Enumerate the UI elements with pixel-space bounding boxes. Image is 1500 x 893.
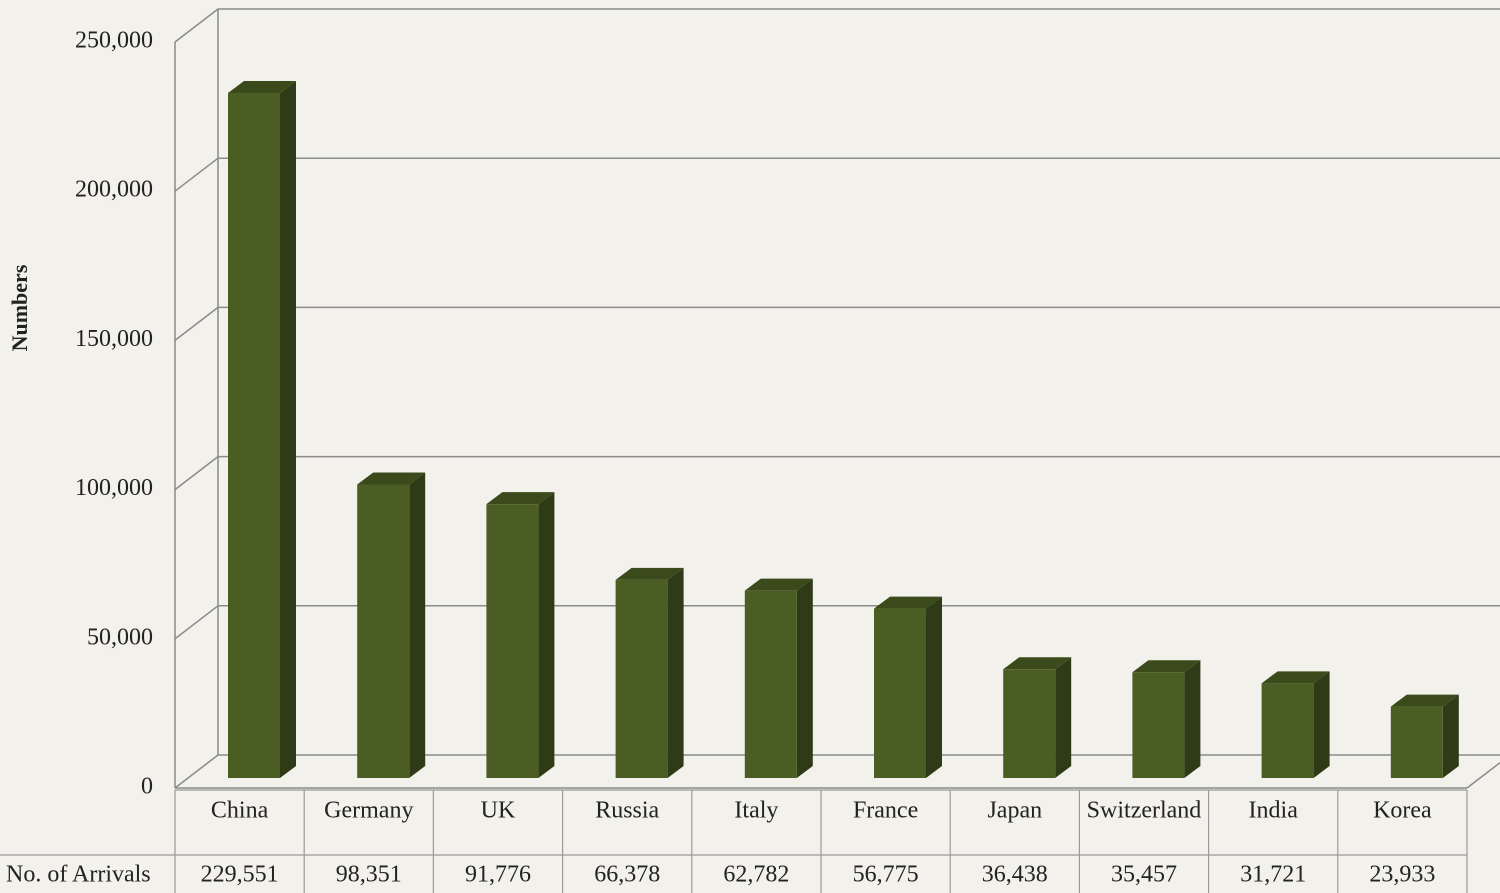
y-axis-label: Numbers xyxy=(7,264,32,351)
bar-side xyxy=(538,492,554,778)
x-tick-label: Japan xyxy=(987,798,1042,824)
bar-side xyxy=(1184,660,1200,778)
bar xyxy=(1262,683,1314,778)
y-tick-label: 0 xyxy=(141,774,153,800)
y-tick-label: 100,000 xyxy=(75,475,153,501)
bar-side xyxy=(926,597,942,778)
bar-side xyxy=(1443,695,1459,778)
bar-side xyxy=(1314,671,1330,778)
y-tick-label: 150,000 xyxy=(75,326,153,352)
bar-side xyxy=(1055,657,1071,778)
bar-side xyxy=(409,473,425,778)
data-label: 23,933 xyxy=(1369,862,1435,888)
x-tick-label: UK xyxy=(481,798,516,824)
data-label: 66,378 xyxy=(594,862,660,888)
bar xyxy=(357,485,409,778)
chart: Numbers 0 50,000 100,000 150,000 200,000 250,… xyxy=(0,0,1500,893)
bar xyxy=(1391,707,1443,778)
data-label: 91,776 xyxy=(465,862,531,888)
y-tick-label: 50,000 xyxy=(87,624,153,650)
x-tick-label: Switzerland xyxy=(1087,798,1202,824)
x-tick-label: Korea xyxy=(1373,798,1432,824)
bar-side xyxy=(668,568,684,778)
bar-side xyxy=(280,81,296,778)
bar-side xyxy=(797,579,813,778)
y-tick-label: 200,000 xyxy=(75,177,153,203)
data-label: 36,438 xyxy=(982,862,1048,888)
x-tick-label: India xyxy=(1249,798,1299,824)
bar xyxy=(1003,669,1055,778)
bar xyxy=(486,504,538,778)
x-tick-label: China xyxy=(211,798,269,824)
x-tick-label: Germany xyxy=(324,798,413,824)
y-tick-label: 250,000 xyxy=(75,28,153,54)
x-tick-label: France xyxy=(853,798,918,824)
x-tick-label: Italy xyxy=(734,798,778,824)
data-label: 62,782 xyxy=(723,862,789,888)
bar xyxy=(745,591,797,778)
bar xyxy=(1132,672,1184,778)
bar xyxy=(616,580,668,778)
data-label: 56,775 xyxy=(853,862,919,888)
data-label: 98,351 xyxy=(336,862,402,888)
legend-label: No. of Arrivals xyxy=(6,862,151,888)
bar xyxy=(874,609,926,778)
x-tick-label: Russia xyxy=(595,798,659,824)
data-label: 229,551 xyxy=(201,862,279,888)
bar xyxy=(228,93,280,778)
data-label: 31,721 xyxy=(1240,862,1306,888)
data-label: 35,457 xyxy=(1111,862,1177,888)
